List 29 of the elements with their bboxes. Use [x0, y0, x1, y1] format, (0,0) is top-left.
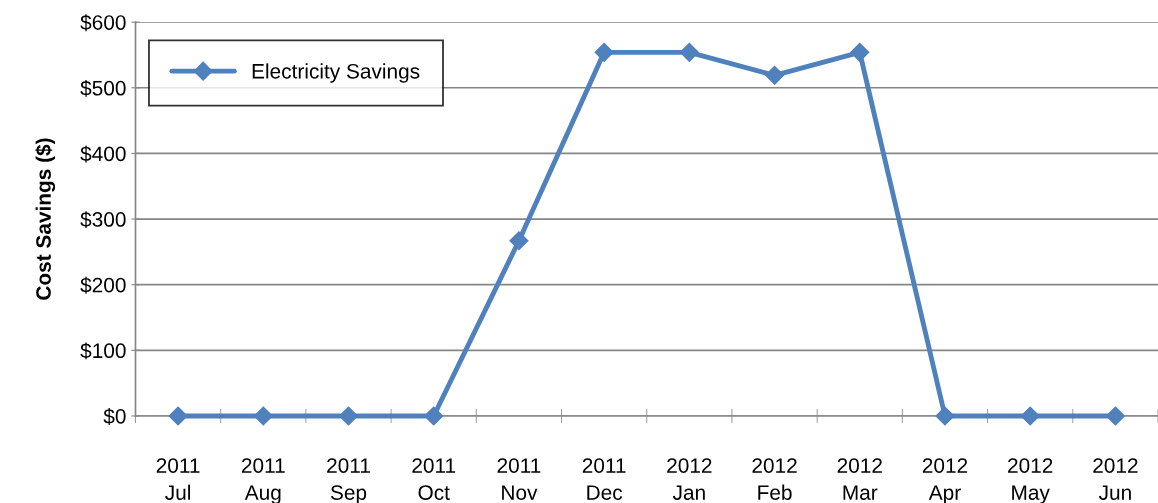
x-tick-label: 2011 Dec	[582, 458, 626, 500]
x-tick-label: 2012 Mar	[837, 458, 882, 500]
point	[1105, 406, 1125, 426]
point	[338, 406, 359, 426]
point	[594, 42, 614, 62]
y-tick-label: $300	[80, 211, 126, 229]
x-tick-label: 2011 Oct	[412, 458, 456, 500]
legend-label: Electricity Savings	[252, 63, 420, 83]
point	[679, 42, 699, 62]
y-tick-label: $200	[80, 276, 126, 294]
point	[1020, 406, 1040, 426]
point	[168, 406, 188, 426]
y-tick-label: $400	[80, 145, 126, 163]
y-tick-label: $600	[80, 14, 126, 32]
y-axis-title: Cost Savings ($)	[35, 138, 56, 300]
y-tick-label: $0	[103, 408, 126, 425]
point	[253, 406, 273, 426]
x-tick-label: 2011 Jul	[156, 458, 200, 500]
y-tick-label: $100	[80, 342, 126, 360]
point	[424, 406, 444, 426]
x-tick-label: 2012 Jan	[667, 458, 712, 500]
x-tick-label: 2011 Nov	[497, 458, 541, 500]
y-tick-label: $500	[80, 79, 126, 97]
point	[765, 65, 785, 85]
point	[935, 406, 955, 426]
x-tick-label: 2012 Jun	[1093, 458, 1138, 500]
x-tick-label: 2012 Feb	[752, 458, 797, 500]
point	[509, 231, 529, 251]
point	[850, 42, 870, 62]
